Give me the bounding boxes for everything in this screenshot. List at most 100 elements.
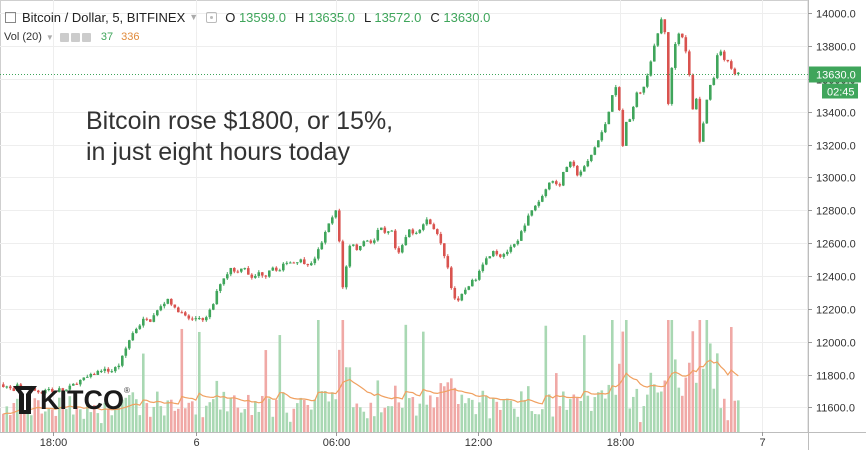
y-tick-label: 14000.0 (816, 9, 856, 21)
volume-bar (173, 410, 177, 432)
kitco-logo-mark-icon (13, 386, 37, 414)
volume-bar (579, 400, 583, 432)
annotation-line-1: Bitcoin rose $1800, or 15%, (86, 107, 394, 135)
close-icon[interactable] (81, 32, 91, 42)
candle-body (121, 355, 124, 366)
candle-body (268, 270, 271, 277)
y-tick-label: 11600.0 (816, 403, 855, 415)
kitco-logo: KITCO ® (12, 384, 130, 416)
chart-legend-header: Bitcoin / Dollar, 5, BITFINEX ▼ O 13599.… (0, 6, 499, 28)
volume-bar (429, 395, 432, 432)
y-tick-label: 12600.0 (816, 239, 856, 251)
volume-bar (390, 406, 394, 432)
volume-bar (681, 395, 684, 432)
volume-bar (191, 401, 194, 432)
symbol-title: Bitcoin / Dollar, 5, BITFINEX (22, 9, 186, 25)
candle-body (285, 262, 289, 264)
countdown-tag (822, 83, 858, 99)
volume-bar (215, 380, 219, 432)
volume-bar (250, 415, 254, 432)
candle-body (194, 318, 198, 320)
candle-body (684, 37, 688, 52)
volume-bar (509, 400, 513, 432)
candle-body (380, 227, 383, 230)
volume-bar (96, 413, 100, 432)
volume-bar (33, 398, 37, 432)
volume-bar (642, 406, 646, 432)
volume-bar (229, 397, 233, 432)
candle-body (625, 121, 628, 146)
volume-bar (72, 414, 75, 432)
candle-body (317, 249, 320, 259)
candle-body (383, 227, 387, 233)
volume-bar (597, 392, 600, 432)
candle-body (170, 298, 173, 305)
candle-body (576, 165, 579, 176)
volume-bar (159, 406, 163, 432)
volume-bar (51, 409, 54, 432)
candle-body (583, 166, 586, 172)
candle-body (257, 272, 261, 276)
volume-bar (730, 327, 733, 432)
volume-bar (142, 353, 145, 432)
candle-body (600, 132, 604, 141)
candle-body (205, 317, 208, 321)
candle-body (590, 154, 593, 161)
volume-bar (5, 406, 9, 432)
volume-bar (243, 409, 247, 432)
volume-bar (439, 383, 443, 432)
gear-icon[interactable] (70, 32, 80, 42)
volume-bar (625, 320, 628, 432)
volume-bar (502, 399, 506, 432)
candle-body (618, 87, 621, 110)
volume-bar (275, 399, 278, 432)
candle-body (418, 229, 422, 233)
volume-bar (184, 408, 187, 432)
eye-icon[interactable] (206, 11, 218, 23)
candle-body (117, 365, 121, 368)
candle-body (488, 256, 492, 259)
candle-body (460, 293, 464, 301)
volume-bar (499, 409, 502, 432)
volume-bar (369, 402, 373, 432)
volume-bar (583, 335, 586, 432)
chevron-down-icon[interactable]: ▼ (45, 32, 54, 42)
candle-body (628, 119, 632, 122)
candle-body (439, 233, 443, 244)
candle-body (124, 348, 128, 356)
chart-annotation: Bitcoin rose $1800, or 15%, in just eigh… (86, 106, 393, 168)
candle-body (562, 171, 565, 186)
volume-bar (40, 413, 44, 432)
candle-body (159, 306, 163, 311)
volume-bar (411, 397, 415, 432)
volume-bar (82, 418, 86, 432)
volume-bar (201, 417, 205, 432)
volume-bar (660, 391, 663, 432)
candle-body (450, 267, 453, 289)
volume-bar (614, 394, 618, 432)
volume-bar (649, 372, 653, 432)
settings-icon[interactable] (59, 32, 69, 42)
volume-bar (170, 399, 173, 432)
candle-body (12, 388, 16, 392)
candle-body (411, 229, 415, 234)
candle-body (604, 124, 607, 133)
volume-bar (58, 397, 61, 432)
candle-body (513, 244, 516, 247)
volume-bar (208, 402, 212, 432)
kitco-logo-text: KITCO (40, 384, 124, 415)
volume-bar (712, 388, 716, 432)
candle-body (467, 286, 471, 290)
volume-bar (677, 387, 681, 432)
chevron-down-icon[interactable]: ▼ (189, 12, 199, 22)
collapse-icon[interactable] (5, 11, 16, 23)
volume-bar (432, 407, 436, 432)
y-tick-label: 12000.0 (816, 338, 856, 350)
volume-bar (54, 415, 58, 432)
volume-bar (576, 397, 579, 432)
y-tick-label: 13200.0 (816, 141, 856, 153)
candle-body (324, 231, 327, 243)
candle-body (520, 231, 523, 241)
volume-bar (474, 414, 478, 432)
